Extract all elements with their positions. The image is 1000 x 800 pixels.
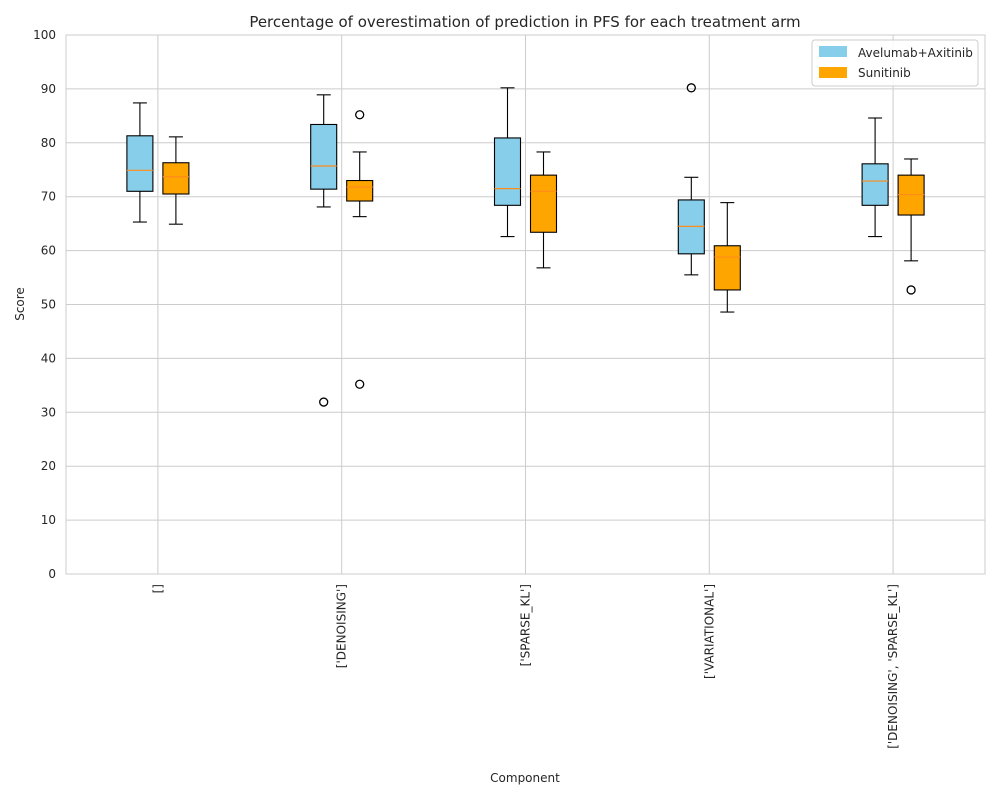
- box-sunitinib: [162, 136, 190, 225]
- box-avelumab-axitinib: [126, 102, 154, 223]
- outlier-point: [686, 83, 696, 93]
- box-iqr: [126, 135, 154, 192]
- y-tick-label: 30: [41, 405, 56, 419]
- y-axis-ticks: 0 10 20 30 40 50 60 70 80 90 100: [33, 28, 56, 581]
- box-sunitinib: [529, 151, 558, 269]
- box-iqr: [310, 123, 338, 190]
- y-tick-label: 60: [41, 244, 56, 258]
- legend: Avelumab+Axitinib Sunitinib: [811, 39, 979, 87]
- box-iqr: [861, 163, 889, 206]
- chart-title: Percentage of overestimation of predicti…: [249, 13, 800, 31]
- box-avelumab-axitinib: [861, 117, 889, 238]
- y-tick-label: 70: [41, 190, 56, 204]
- y-tick-label: 20: [41, 459, 56, 473]
- legend-frame: [811, 39, 979, 87]
- x-axis-label: Component: [490, 771, 560, 785]
- box-sunitinib: [713, 202, 741, 313]
- x-tick-label: ['VARIATIONAL']: [702, 584, 716, 679]
- y-tick-label: 80: [41, 136, 56, 150]
- box-iqr: [529, 174, 558, 233]
- outlier-point: [319, 397, 329, 407]
- x-tick-label: []: [151, 584, 165, 593]
- box-iqr: [346, 179, 374, 202]
- plot-frame: [65, 34, 986, 575]
- box-sunitinib: [346, 110, 374, 389]
- legend-label-sunitinib: Sunitinib: [858, 66, 911, 80]
- outlier-point: [355, 379, 365, 389]
- outlier-point: [906, 285, 916, 295]
- legend-swatch-sunitinib: [819, 67, 847, 78]
- box-sunitinib: [897, 158, 925, 295]
- box-iqr: [493, 137, 522, 206]
- y-tick-label: 10: [41, 513, 56, 527]
- y-tick-label: 50: [41, 298, 56, 312]
- y-tick-label: 0: [48, 567, 56, 581]
- box-iqr: [713, 245, 741, 291]
- y-tick-label: 40: [41, 351, 56, 365]
- legend-label-avelumab-axitinib: Avelumab+Axitinib: [858, 46, 973, 60]
- box-iqr: [162, 162, 190, 195]
- x-tick-label: ['DENOISING']: [335, 584, 349, 668]
- x-tick-label: ['DENOISING', 'SPARSE_KL']: [886, 584, 900, 749]
- outlier-point: [355, 110, 365, 120]
- y-axis-label: Score: [13, 287, 27, 321]
- boxes: [126, 83, 925, 407]
- x-axis-ticks: [] ['DENOISING'] ['SPARSE_KL'] ['VARIATIONA…: [151, 584, 900, 749]
- box-avelumab-axitinib: [493, 87, 522, 238]
- legend-swatch-avelumab-axitinib: [819, 46, 847, 57]
- x-tick-label: ['SPARSE_KL']: [519, 584, 533, 666]
- box-avelumab-axitinib: [310, 94, 338, 407]
- box-avelumab-axitinib: [677, 83, 705, 276]
- y-tick-label: 90: [41, 82, 56, 96]
- y-tick-label: 100: [33, 28, 56, 42]
